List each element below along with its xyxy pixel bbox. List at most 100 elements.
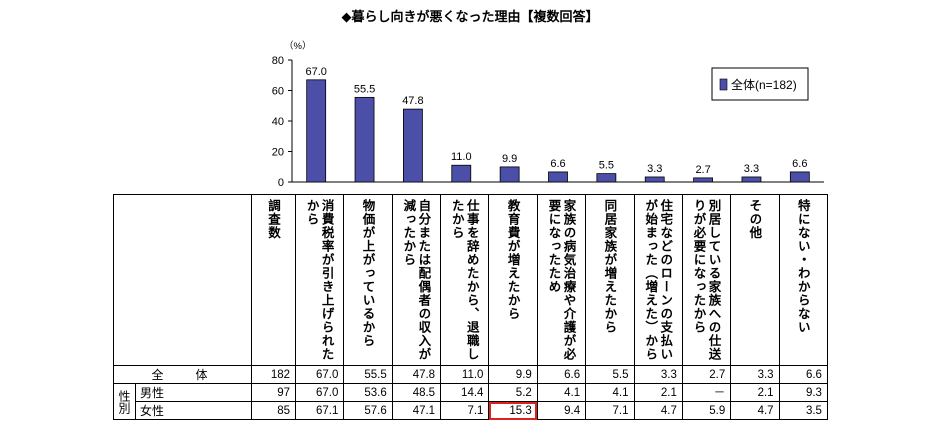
table-cell: 3.5	[778, 401, 828, 420]
bar-chart: 0 20 40 60 80 67.0 55.5 47.8 11.0 9.9 6.6 5.5 3.3 2.…	[272, 40, 824, 189]
bar	[596, 173, 617, 183]
bar-value-label: 55.5	[354, 83, 375, 95]
table-cell: 57.6	[343, 401, 393, 420]
category-header: その他	[730, 194, 780, 366]
table-cell: 7.1	[585, 401, 635, 420]
bar-value-label: 6.6	[550, 158, 565, 170]
category-label: その他	[747, 199, 763, 240]
category-label: 自分または配偶者の収入が減ったから	[401, 199, 432, 361]
row-label: 全 体	[113, 365, 252, 384]
table-cell: 4.7	[633, 401, 683, 420]
category-header: 別居している家族への仕送りが必要になったから	[681, 194, 732, 366]
table-cell: 9.9	[488, 365, 538, 384]
category-label: 仕事を辞めたから、退職したから	[449, 199, 480, 361]
bar	[403, 108, 423, 183]
table-row-female: 女性 85 67.1 57.6 47.1 7.1 15.3 9.4 7.1 4.7 5.9 4.7…	[114, 401, 828, 420]
table-cell: 2.1	[730, 383, 780, 402]
category-label: 消費税率が引き上げられたから	[304, 199, 335, 361]
table-cell: 4.1	[585, 383, 635, 402]
table-cell: 11.0	[440, 365, 490, 384]
bar	[354, 96, 375, 183]
category-header: 住宅などのローンの支払いが始まった（増えた）から	[633, 194, 683, 366]
count-header: 調査数	[251, 194, 296, 366]
bar-value-label: 47.8	[402, 95, 423, 107]
category-label: 特にない・わからない	[795, 199, 811, 334]
table-cell: 7.1	[440, 401, 490, 420]
table-cell: 47.1	[391, 401, 442, 420]
chart-title: ◆暮らし向きが悪くなった理由【複数回答】	[341, 10, 599, 25]
legend-label: 全体(n=182)	[731, 77, 797, 92]
category-label: 別居している家族への仕送りが必要になったから	[691, 199, 722, 361]
table-cell: 67.1	[294, 401, 345, 420]
category-header: 家族の病気治療や介護が必要になったため	[536, 194, 587, 366]
bar-value-label: 5.5	[599, 160, 614, 172]
bar-value-labels: 67.0 55.5 47.8 11.0 9.9 6.6 5.5 3.3 2.7 3.3 6.6	[305, 66, 807, 176]
table-cell: 55.5	[343, 365, 393, 384]
category-header: 同居家族が増えたから	[585, 194, 635, 366]
table-cell: 5.5	[585, 365, 635, 384]
row-count: 85	[251, 401, 296, 420]
legend-swatch	[719, 78, 728, 91]
table-cell: 6.6	[536, 365, 587, 384]
bar-value-label: 67.0	[305, 66, 326, 78]
table-cell: 9.4	[536, 401, 587, 420]
row-label: 男性	[135, 383, 252, 402]
bar	[306, 79, 327, 183]
table-row-total: 全 体 182 67.0 55.5 47.8 11.0 9.9 6.6 5.5 3.3 2.7 3…	[113, 365, 828, 384]
bar-value-label: 3.3	[647, 163, 662, 175]
bar-value-label: 6.6	[792, 158, 807, 170]
row-count: 182	[251, 365, 296, 384]
y-tick-label: 80	[272, 55, 284, 67]
table-cell: 2.1	[633, 383, 683, 402]
category-header: 特にない・わからない	[778, 194, 828, 366]
bar	[789, 171, 810, 183]
header-corner	[113, 194, 252, 366]
table-cell: 4.1	[536, 383, 587, 402]
table-cell: 9.3	[778, 383, 828, 402]
count-header-label: 調査数	[266, 199, 281, 240]
y-axis-unit: （%）	[284, 40, 311, 52]
bar-value-label: 11.0	[451, 151, 472, 163]
bar	[451, 164, 472, 183]
bar-value-label: 2.7	[695, 164, 710, 176]
table-cell: 6.6	[778, 365, 828, 384]
category-label: 住宅などのローンの支払いが始まった（増えた）から	[643, 199, 674, 361]
table-cell: 3.3	[730, 365, 780, 384]
legend: 全体(n=182)	[711, 67, 809, 101]
row-count: 97	[251, 383, 296, 402]
category-header: 消費税率が引き上げられたから	[294, 194, 345, 366]
category-header: 教育費が増えたから	[488, 194, 538, 366]
table-cell: 67.0	[294, 383, 345, 402]
table-cell: 14.4	[440, 383, 490, 402]
y-tick-label: 20	[272, 147, 284, 159]
bar	[644, 176, 665, 183]
table-row-male: 性別 男性 97 67.0 53.6 48.5 14.4 5.2 4.1 4.1 2.1 － 2.…	[113, 383, 828, 420]
table-cell: 53.6	[343, 383, 393, 402]
table-header-row: 調査数 消費税率が引き上げられたから 物価が上がっているから 自分または配偶者の収入…	[113, 194, 828, 366]
category-label: 家族の病気治療や介護が必要になったため	[546, 199, 577, 361]
category-label: 物価が上がっているから	[360, 199, 376, 348]
y-tick-label: 60	[272, 86, 284, 98]
category-label: 教育費が増えたから	[505, 199, 521, 321]
bar	[741, 176, 762, 183]
table-cell: 5.2	[488, 383, 538, 402]
table-cell: 2.7	[681, 365, 732, 384]
group-label: 性別	[113, 383, 136, 420]
category-header: 物価が上がっているから	[343, 194, 393, 366]
category-header: 仕事を辞めたから、退職したから	[440, 194, 490, 366]
row-label: 女性	[135, 401, 252, 420]
legend-box	[711, 67, 809, 101]
y-tick-label: 40	[272, 116, 284, 128]
table-cell: 47.8	[391, 365, 442, 384]
bar	[499, 166, 520, 183]
table-cell: 4.7	[730, 401, 780, 420]
bar-value-label: 3.3	[744, 163, 759, 175]
category-header: 自分または配偶者の収入が減ったから	[391, 194, 442, 366]
category-label: 同居家族が増えたから	[602, 199, 618, 334]
bar	[548, 171, 568, 183]
bar-value-label: 9.9	[502, 153, 517, 165]
bar-series	[306, 79, 810, 183]
bar	[693, 177, 713, 183]
table-cell: 48.5	[391, 383, 442, 402]
y-tick-label: 0	[278, 177, 284, 189]
